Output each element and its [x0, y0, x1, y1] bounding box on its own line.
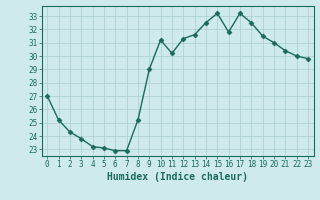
X-axis label: Humidex (Indice chaleur): Humidex (Indice chaleur) [107, 172, 248, 182]
